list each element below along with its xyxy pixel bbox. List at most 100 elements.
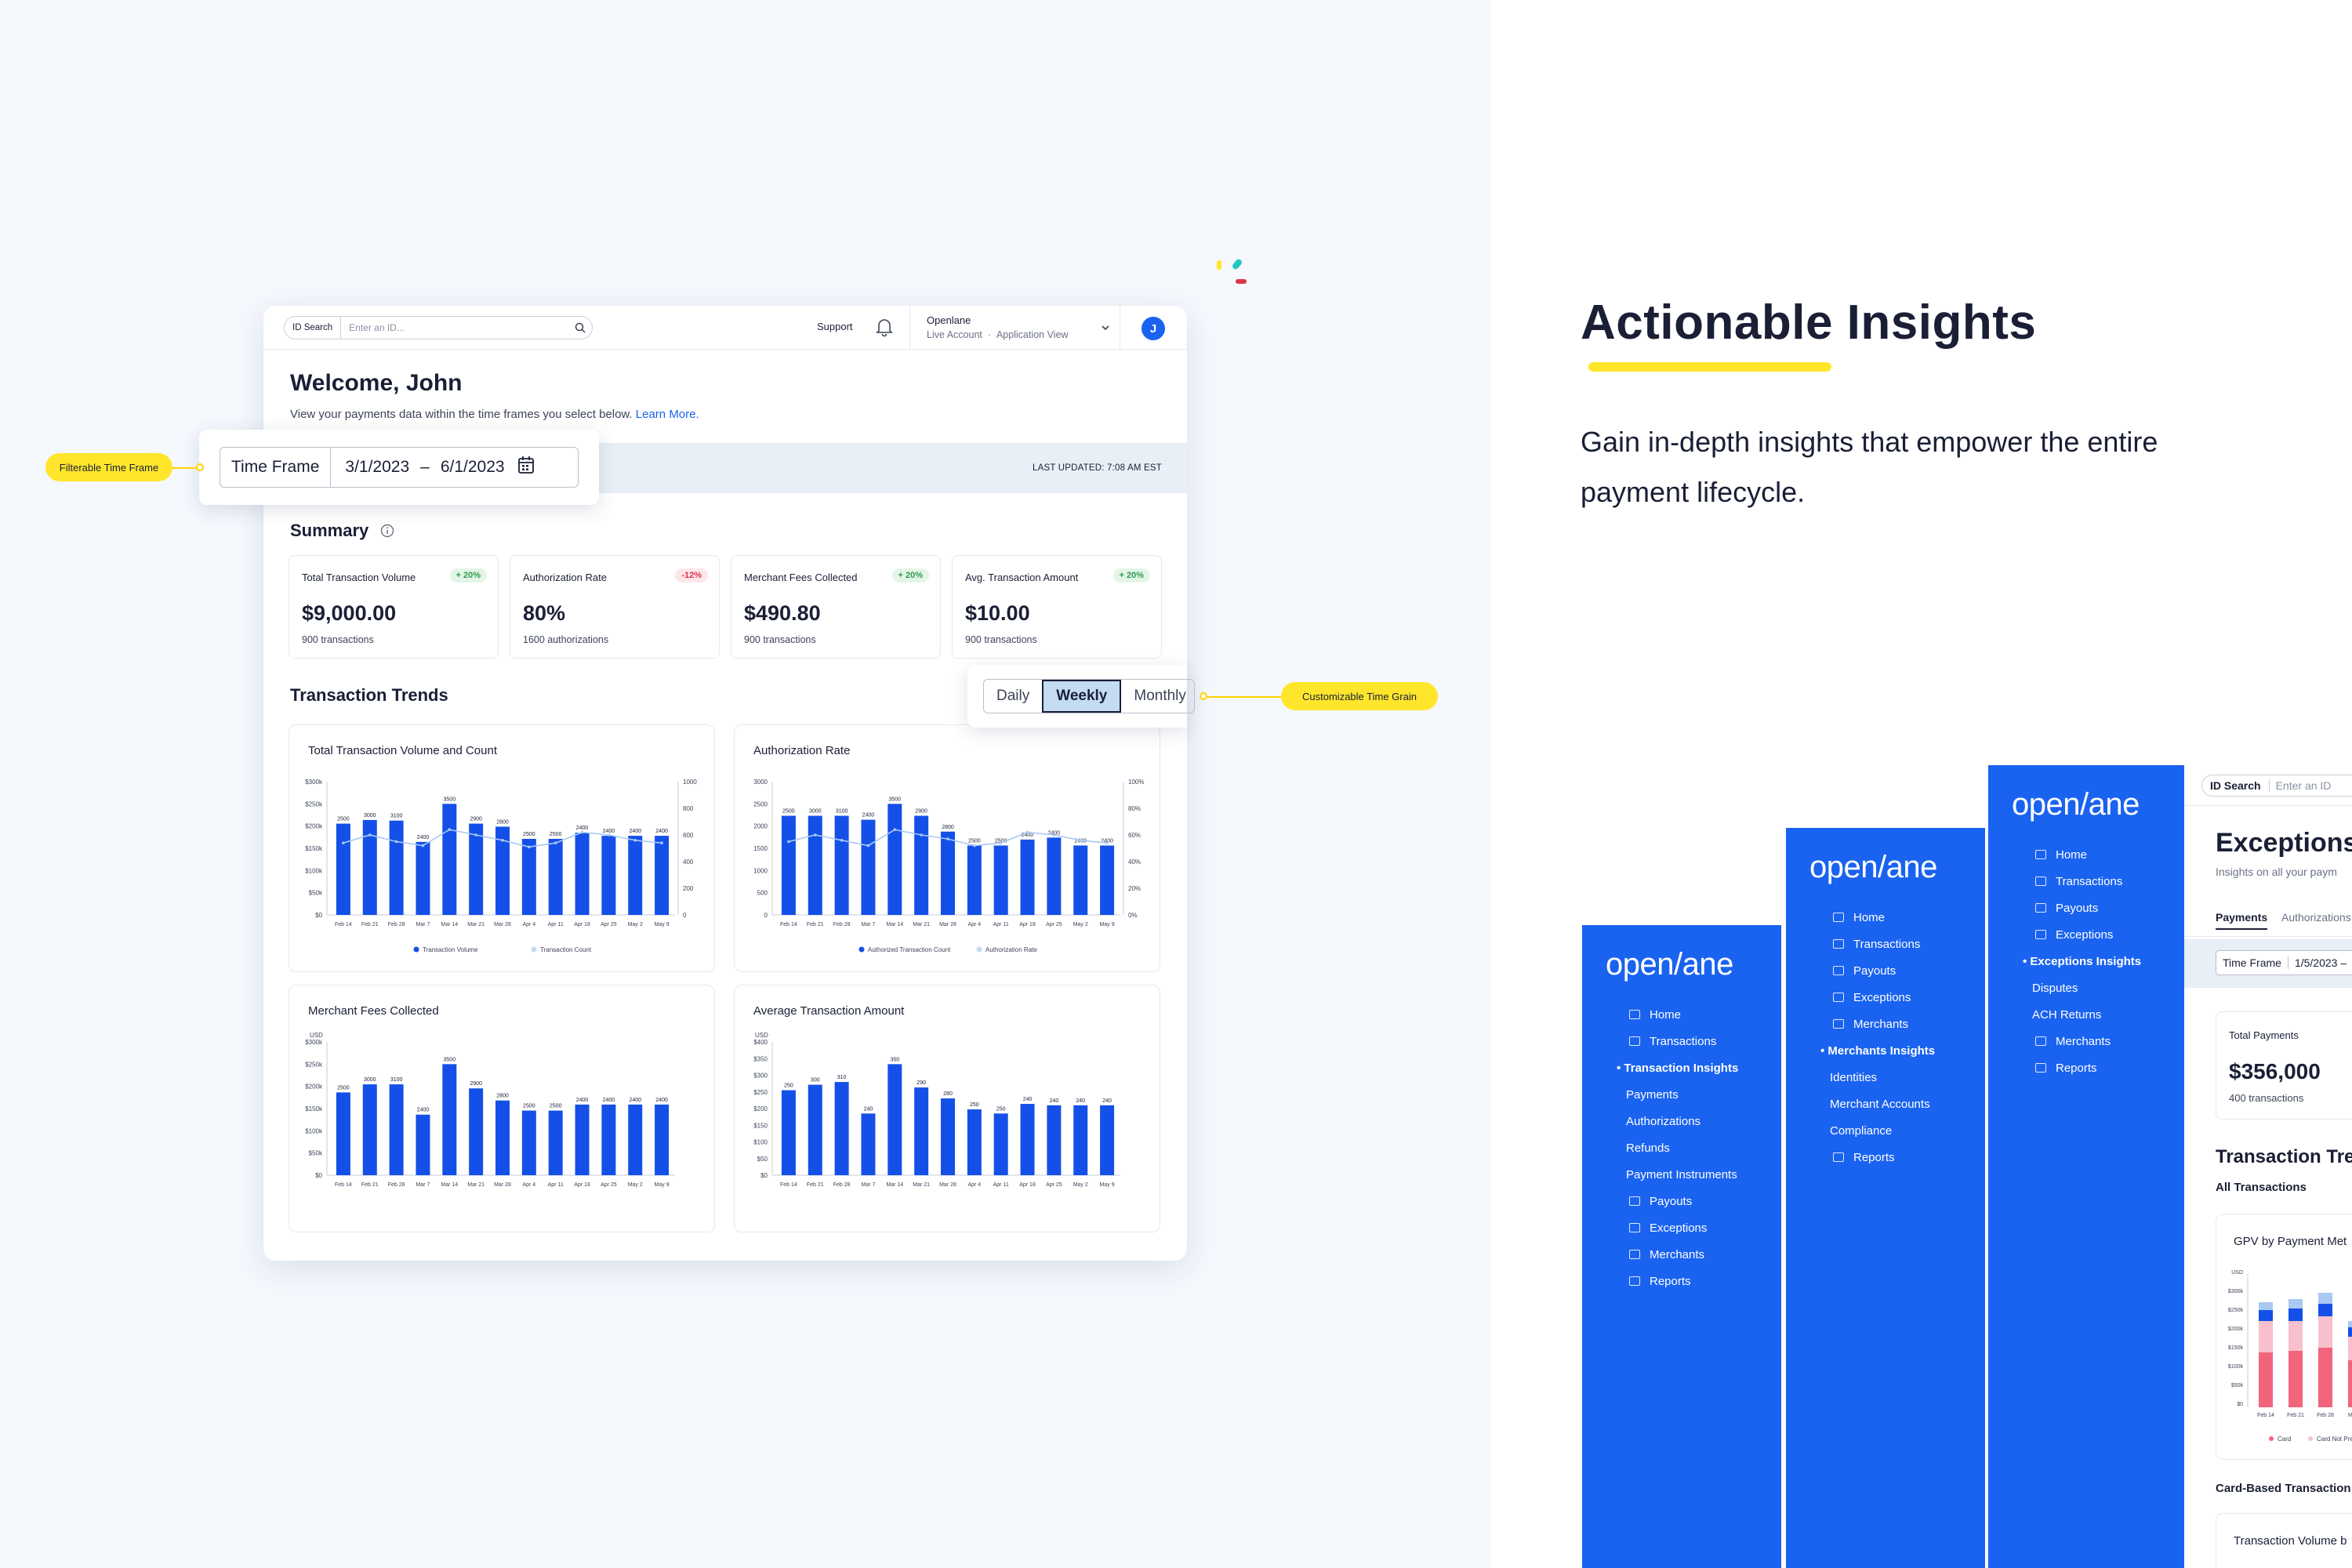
nav-item-home[interactable]: Home bbox=[1833, 911, 1885, 924]
bar[interactable] bbox=[389, 820, 404, 915]
bar[interactable] bbox=[993, 1113, 1008, 1175]
bar[interactable] bbox=[575, 833, 590, 915]
nav-item-reports[interactable]: Reports bbox=[2035, 1062, 2097, 1075]
stack-segment[interactable] bbox=[2259, 1352, 2273, 1407]
bell-icon[interactable] bbox=[875, 317, 894, 341]
bar[interactable] bbox=[362, 1084, 377, 1175]
preview-search[interactable]: ID Search Enter an ID bbox=[2201, 775, 2352, 797]
bar[interactable] bbox=[655, 836, 670, 915]
nav-item-identities[interactable]: Identities bbox=[1830, 1071, 1877, 1084]
nav-item-payments[interactable]: Payments bbox=[1626, 1088, 1679, 1102]
info-icon[interactable] bbox=[379, 523, 395, 539]
nav-item-payouts[interactable]: Payouts bbox=[1833, 964, 1896, 978]
bar[interactable] bbox=[469, 1088, 484, 1175]
bar[interactable] bbox=[655, 1104, 670, 1175]
nav-item-ach-returns[interactable]: ACH Returns bbox=[2032, 1008, 2101, 1022]
preview-time-frame[interactable]: Time Frame 1/5/2023 – bbox=[2216, 950, 2352, 975]
nav-item-compliance[interactable]: Compliance bbox=[1830, 1124, 1892, 1138]
nav-item-exceptions-insights[interactable]: • Exceptions Insights bbox=[2023, 955, 2141, 968]
nav-item-payouts[interactable]: Payouts bbox=[2035, 902, 2098, 915]
nav-item-reports[interactable]: Reports bbox=[1629, 1275, 1691, 1288]
calendar-icon[interactable] bbox=[517, 456, 535, 479]
preview-time-frame-value[interactable]: 1/5/2023 – bbox=[2294, 956, 2347, 969]
bar[interactable] bbox=[336, 1092, 350, 1175]
id-search-box[interactable]: ID Search Enter an ID... bbox=[284, 316, 593, 339]
stack-segment[interactable] bbox=[2288, 1351, 2303, 1407]
nav-item-payouts[interactable]: Payouts bbox=[1629, 1195, 1692, 1208]
avatar[interactable]: J bbox=[1142, 317, 1165, 340]
bar[interactable] bbox=[1047, 1105, 1062, 1175]
nav-item-authorizations[interactable]: Authorizations bbox=[1626, 1115, 1700, 1128]
bar[interactable] bbox=[808, 1084, 822, 1175]
nav-item-refunds[interactable]: Refunds bbox=[1626, 1142, 1670, 1155]
bar[interactable] bbox=[521, 838, 536, 915]
bar[interactable] bbox=[469, 823, 484, 915]
stack-segment[interactable] bbox=[2259, 1302, 2273, 1310]
bar[interactable] bbox=[548, 838, 563, 915]
bar[interactable] bbox=[416, 1114, 430, 1175]
bar[interactable] bbox=[1020, 1104, 1035, 1175]
stack-segment[interactable] bbox=[2259, 1310, 2273, 1321]
bar[interactable] bbox=[362, 819, 377, 915]
bar[interactable] bbox=[941, 831, 955, 915]
nav-item-transactions[interactable]: Transactions bbox=[1833, 938, 1920, 951]
bar[interactable] bbox=[575, 1104, 590, 1175]
bar[interactable] bbox=[861, 819, 876, 915]
bar[interactable] bbox=[521, 1110, 536, 1175]
bar[interactable] bbox=[914, 815, 929, 915]
nav-item-merchants[interactable]: Merchants bbox=[1629, 1248, 1704, 1261]
bar[interactable] bbox=[834, 815, 849, 915]
bar[interactable] bbox=[941, 1098, 955, 1175]
stack-segment[interactable] bbox=[2318, 1293, 2332, 1304]
nav-item-merchant-accounts[interactable]: Merchant Accounts bbox=[1830, 1098, 1930, 1111]
brand-logo[interactable]: open/ane bbox=[1606, 947, 1733, 982]
time-frame-picker[interactable]: Time Frame 3/1/2023 – 6/1/2023 bbox=[220, 447, 579, 488]
bar[interactable] bbox=[834, 1082, 849, 1175]
bar[interactable] bbox=[781, 1090, 796, 1175]
bar[interactable] bbox=[887, 804, 902, 915]
nav-item-exceptions[interactable]: Exceptions bbox=[1833, 991, 1911, 1004]
nav-item-payment-instruments[interactable]: Payment Instruments bbox=[1626, 1168, 1737, 1181]
bar[interactable] bbox=[495, 1100, 510, 1175]
search-icon[interactable] bbox=[568, 322, 592, 333]
stack-segment[interactable] bbox=[2348, 1321, 2352, 1327]
time-grain-toggle[interactable]: Daily Weekly Monthly bbox=[983, 679, 1195, 713]
stack-segment[interactable] bbox=[2318, 1316, 2332, 1348]
stack-segment[interactable] bbox=[2348, 1327, 2352, 1337]
nav-item-disputes[interactable]: Disputes bbox=[2032, 982, 2078, 995]
learn-more-link[interactable]: Learn More. bbox=[635, 408, 699, 421]
chevron-down-icon[interactable] bbox=[1101, 321, 1110, 336]
support-link[interactable]: Support bbox=[817, 321, 853, 332]
nav-item-transactions[interactable]: Transactions bbox=[1629, 1035, 1716, 1048]
nav-item-home[interactable]: Home bbox=[1629, 1008, 1681, 1022]
time-grain-monthly[interactable]: Monthly bbox=[1134, 688, 1186, 704]
preview-tab-payments[interactable]: Payments bbox=[2216, 911, 2268, 930]
bar[interactable] bbox=[1073, 1105, 1088, 1175]
stack-segment[interactable] bbox=[2318, 1304, 2332, 1316]
bar[interactable] bbox=[1073, 845, 1088, 915]
bar[interactable] bbox=[967, 845, 982, 915]
stack-segment[interactable] bbox=[2318, 1348, 2332, 1407]
nav-item-merchants[interactable]: Merchants bbox=[2035, 1035, 2111, 1048]
bar[interactable] bbox=[887, 1064, 902, 1175]
bar[interactable] bbox=[861, 1113, 876, 1175]
stack-segment[interactable] bbox=[2288, 1299, 2303, 1308]
brand-logo[interactable]: open/ane bbox=[2012, 787, 2140, 822]
nav-item-transactions[interactable]: Transactions bbox=[2035, 875, 2122, 888]
start-date[interactable]: 3/1/2023 bbox=[345, 458, 410, 476]
stack-segment[interactable] bbox=[2259, 1321, 2273, 1352]
stack-segment[interactable] bbox=[2348, 1360, 2352, 1407]
time-grain-daily[interactable]: Daily bbox=[996, 688, 1030, 704]
bar[interactable] bbox=[967, 1109, 982, 1175]
preview-tab-authorizations[interactable]: Authorizations bbox=[2281, 911, 2351, 924]
nav-item-home[interactable]: Home bbox=[2035, 848, 2087, 862]
end-date[interactable]: 6/1/2023 bbox=[440, 458, 505, 476]
bar[interactable] bbox=[1047, 837, 1062, 915]
nav-item-transaction-insights[interactable]: • Transaction Insights bbox=[1617, 1062, 1738, 1075]
preview-search-input[interactable]: Enter an ID bbox=[2275, 779, 2332, 792]
time-grain-weekly[interactable]: Weekly bbox=[1042, 680, 1122, 713]
nav-item-exceptions[interactable]: Exceptions bbox=[1629, 1221, 1707, 1235]
bar[interactable] bbox=[628, 836, 643, 915]
bar[interactable] bbox=[548, 1110, 563, 1175]
stack-segment[interactable] bbox=[2288, 1308, 2303, 1321]
